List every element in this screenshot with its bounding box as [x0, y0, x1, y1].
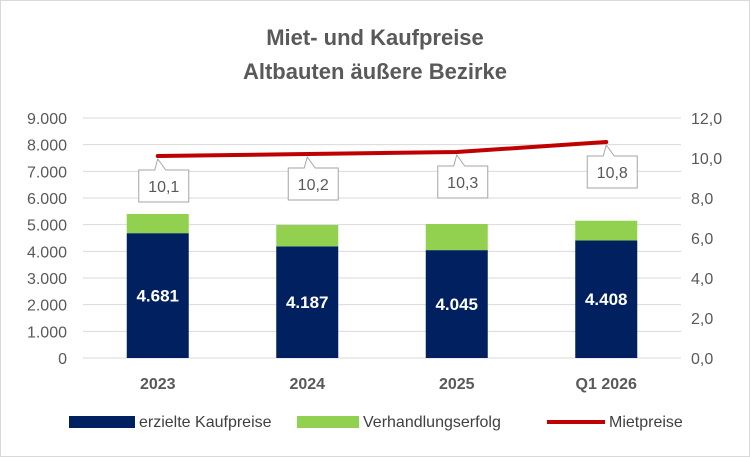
right-tick-label: 12,0 [691, 111, 722, 128]
right-tick-label: 2,0 [691, 311, 713, 328]
left-tick-label: 0 [58, 351, 67, 368]
right-axis-ticks: 0,0 2,0 4,0 6,0 8,0 10,0 12,0 [691, 111, 722, 368]
bar-kaufpreis [276, 246, 339, 358]
bars: 4.681 4.187 4.045 4.408 [126, 213, 638, 358]
bar-verhandlungserfolg [126, 213, 189, 234]
category-label: Q1 2026 [576, 376, 637, 393]
rent-callout-box [287, 155, 339, 201]
rent-data-label: 10,8 [597, 165, 628, 182]
bar-verhandlungserfolg [425, 224, 488, 251]
bar-kaufpreis [575, 240, 638, 358]
legend-label-mietpreise: Mietpreise [609, 414, 683, 431]
bar-data-label: 4.408 [585, 290, 628, 309]
legend-label-verhandlungserfolg: Verhandlungserfolg [363, 414, 501, 431]
legend-swatch-verhandlungserfolg [297, 416, 359, 428]
right-tick-label: 4,0 [691, 271, 713, 288]
category-label: 2025 [439, 376, 475, 393]
left-tick-label: 6.000 [27, 191, 67, 208]
category-label: 2023 [140, 376, 176, 393]
bar-kaufpreis [126, 233, 189, 358]
bar-data-label: 4.187 [286, 293, 329, 312]
rent-line-path [155, 140, 609, 158]
left-tick-label: 5.000 [27, 218, 67, 235]
left-tick-label: 1.000 [27, 324, 67, 341]
legend-label-kaufpreise: erzielte Kaufpreise [139, 414, 272, 431]
rent-callout-box [437, 153, 489, 199]
rent-data-label: 10,1 [148, 179, 179, 196]
bar-data-label: 4.045 [435, 295, 478, 314]
right-tick-label: 10,0 [691, 151, 722, 168]
left-tick-label: 3.000 [27, 271, 67, 288]
right-tick-label: 8,0 [691, 191, 713, 208]
bar-data-label: 4.681 [136, 287, 179, 306]
left-tick-label: 7.000 [27, 164, 67, 181]
left-tick-label: 4.000 [27, 244, 67, 261]
left-axis-ticks: 0 1.000 2.000 3.000 4.000 5.000 6.000 7.000 8.00… [27, 111, 67, 368]
bar-verhandlungserfolg [575, 220, 638, 241]
chart-title-line-1: Miet- und Kaufpreise [266, 25, 484, 50]
rent-data-label: 10,3 [447, 175, 478, 192]
rent-callout-box [138, 157, 190, 203]
bar-verhandlungserfolg [276, 225, 339, 247]
rent-data-label: 10,2 [298, 177, 329, 194]
chart-title-line-2: Altbauten äußere Bezirke [243, 59, 507, 84]
left-tick-label: 8.000 [27, 138, 67, 155]
rent-line: 10,1 10,2 10,3 10,8 [138, 140, 638, 203]
legend-swatch-kaufpreise [69, 416, 135, 428]
right-tick-label: 6,0 [691, 231, 713, 248]
left-tick-label: 2.000 [27, 298, 67, 315]
legend: erzielte Kaufpreise Verhandlungserfolg Mie… [69, 414, 683, 431]
bar-kaufpreis [425, 250, 488, 358]
left-tick-label: 9.000 [27, 111, 67, 128]
category-label: 2024 [289, 376, 325, 393]
rent-callout-box [586, 143, 638, 189]
category-labels: 2023 2024 2025 Q1 2026 [140, 376, 637, 393]
right-tick-label: 0,0 [691, 351, 713, 368]
